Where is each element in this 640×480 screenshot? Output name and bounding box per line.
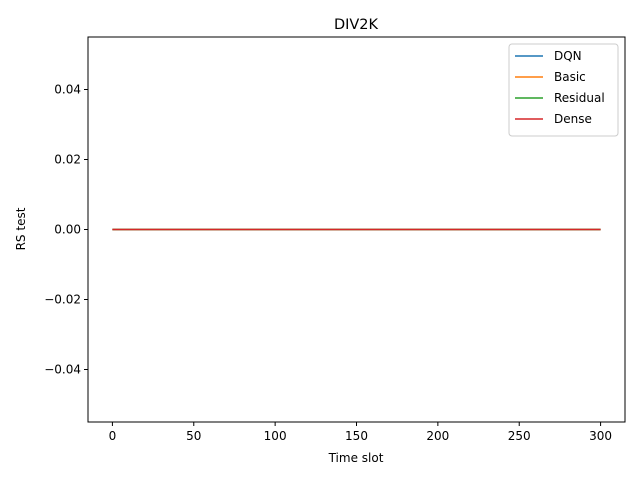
y-tick-label: −0.04 [44,363,81,377]
legend-label: DQN [554,49,582,63]
x-axis: 0 50 100 150 200 250 300 [109,422,612,443]
y-tick-label: 0.04 [54,83,81,97]
legend-label: Basic [554,70,586,84]
x-tick-label: 300 [589,429,612,443]
legend: DQN Basic Residual Dense [508,43,619,137]
y-tick-label: 0.02 [54,153,81,167]
y-tick-label: 0.00 [54,223,81,237]
legend-box [508,43,619,137]
x-tick-label: 50 [186,429,201,443]
y-tick-label: −0.02 [44,293,81,307]
x-axis-label: Time slot [328,451,384,465]
chart-title: DIV2K [334,17,379,33]
y-axis: −0.04 −0.02 0.00 0.02 0.04 [44,83,88,377]
x-tick-label: 250 [508,429,531,443]
x-tick-label: 150 [345,429,368,443]
legend-label: Residual [554,91,605,105]
x-tick-label: 100 [264,429,287,443]
legend-label: Dense [554,112,592,126]
y-axis-label: RS test [14,207,28,250]
x-tick-label: 200 [426,429,449,443]
x-tick-label: 0 [109,429,117,443]
